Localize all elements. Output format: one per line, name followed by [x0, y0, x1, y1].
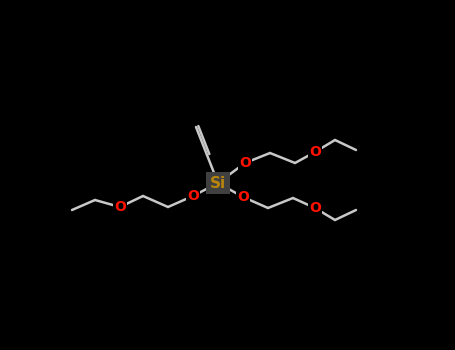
Text: O: O [309, 145, 321, 159]
Text: Si: Si [210, 175, 226, 190]
Text: O: O [187, 189, 199, 203]
Text: O: O [114, 200, 126, 214]
Text: O: O [237, 190, 249, 204]
Text: O: O [309, 201, 321, 215]
Text: O: O [239, 156, 251, 170]
